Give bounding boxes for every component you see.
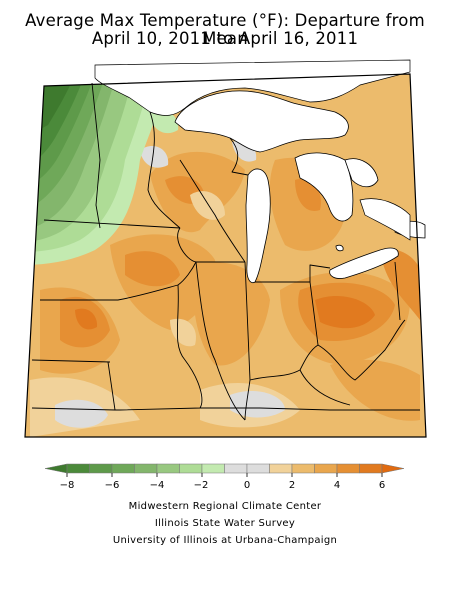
legend-bin — [359, 463, 383, 474]
legend-tick-label: −4 — [150, 480, 165, 491]
legend-bin — [89, 463, 113, 474]
legend-tick-label: 2 — [289, 480, 295, 491]
legend-bin — [111, 463, 135, 474]
lake-superior — [174, 90, 349, 153]
legend-tick-label: −2 — [194, 480, 209, 491]
legend-bin — [246, 463, 270, 474]
legend-bin — [179, 463, 203, 474]
map-title-line-1: Average Max Temperature (°F): Departure … — [25, 11, 425, 48]
legend-bin — [134, 463, 158, 474]
legend-bin — [201, 463, 225, 474]
legend-bin — [66, 463, 90, 474]
legend-tick-label: −8 — [60, 480, 75, 491]
canada-outline — [94, 59, 411, 241]
legend-bin — [44, 463, 68, 474]
legend-bin — [336, 463, 360, 474]
legend-bin — [224, 463, 248, 474]
lake-erie — [329, 247, 399, 279]
legend-tick-label: 0 — [244, 480, 250, 491]
legend-tick-label: 4 — [334, 480, 340, 491]
credit-line-1: Midwestern Regional Climate Center — [128, 501, 322, 512]
legend-bin — [314, 463, 338, 474]
credit-line-3: University of Illinois at Urbana-Champai… — [112, 535, 338, 546]
legend-tick-label: −6 — [105, 480, 120, 491]
lake-huron — [294, 152, 354, 222]
map-title-line-2: April 10, 2011 to April 16, 2011 — [91, 29, 359, 48]
georgian-bay — [344, 158, 379, 188]
credit-line-2: Illinois State Water Survey — [154, 518, 296, 529]
legend-bin — [269, 463, 293, 474]
legend-bin — [381, 463, 405, 474]
lake-st-clair — [335, 244, 344, 252]
state-boundaries — [31, 82, 420, 421]
legend-bin — [156, 463, 180, 474]
map-frame — [24, 73, 427, 438]
legend-tick-label: 6 — [379, 480, 385, 491]
legend-bin — [291, 463, 315, 474]
lake-michigan — [245, 168, 271, 284]
